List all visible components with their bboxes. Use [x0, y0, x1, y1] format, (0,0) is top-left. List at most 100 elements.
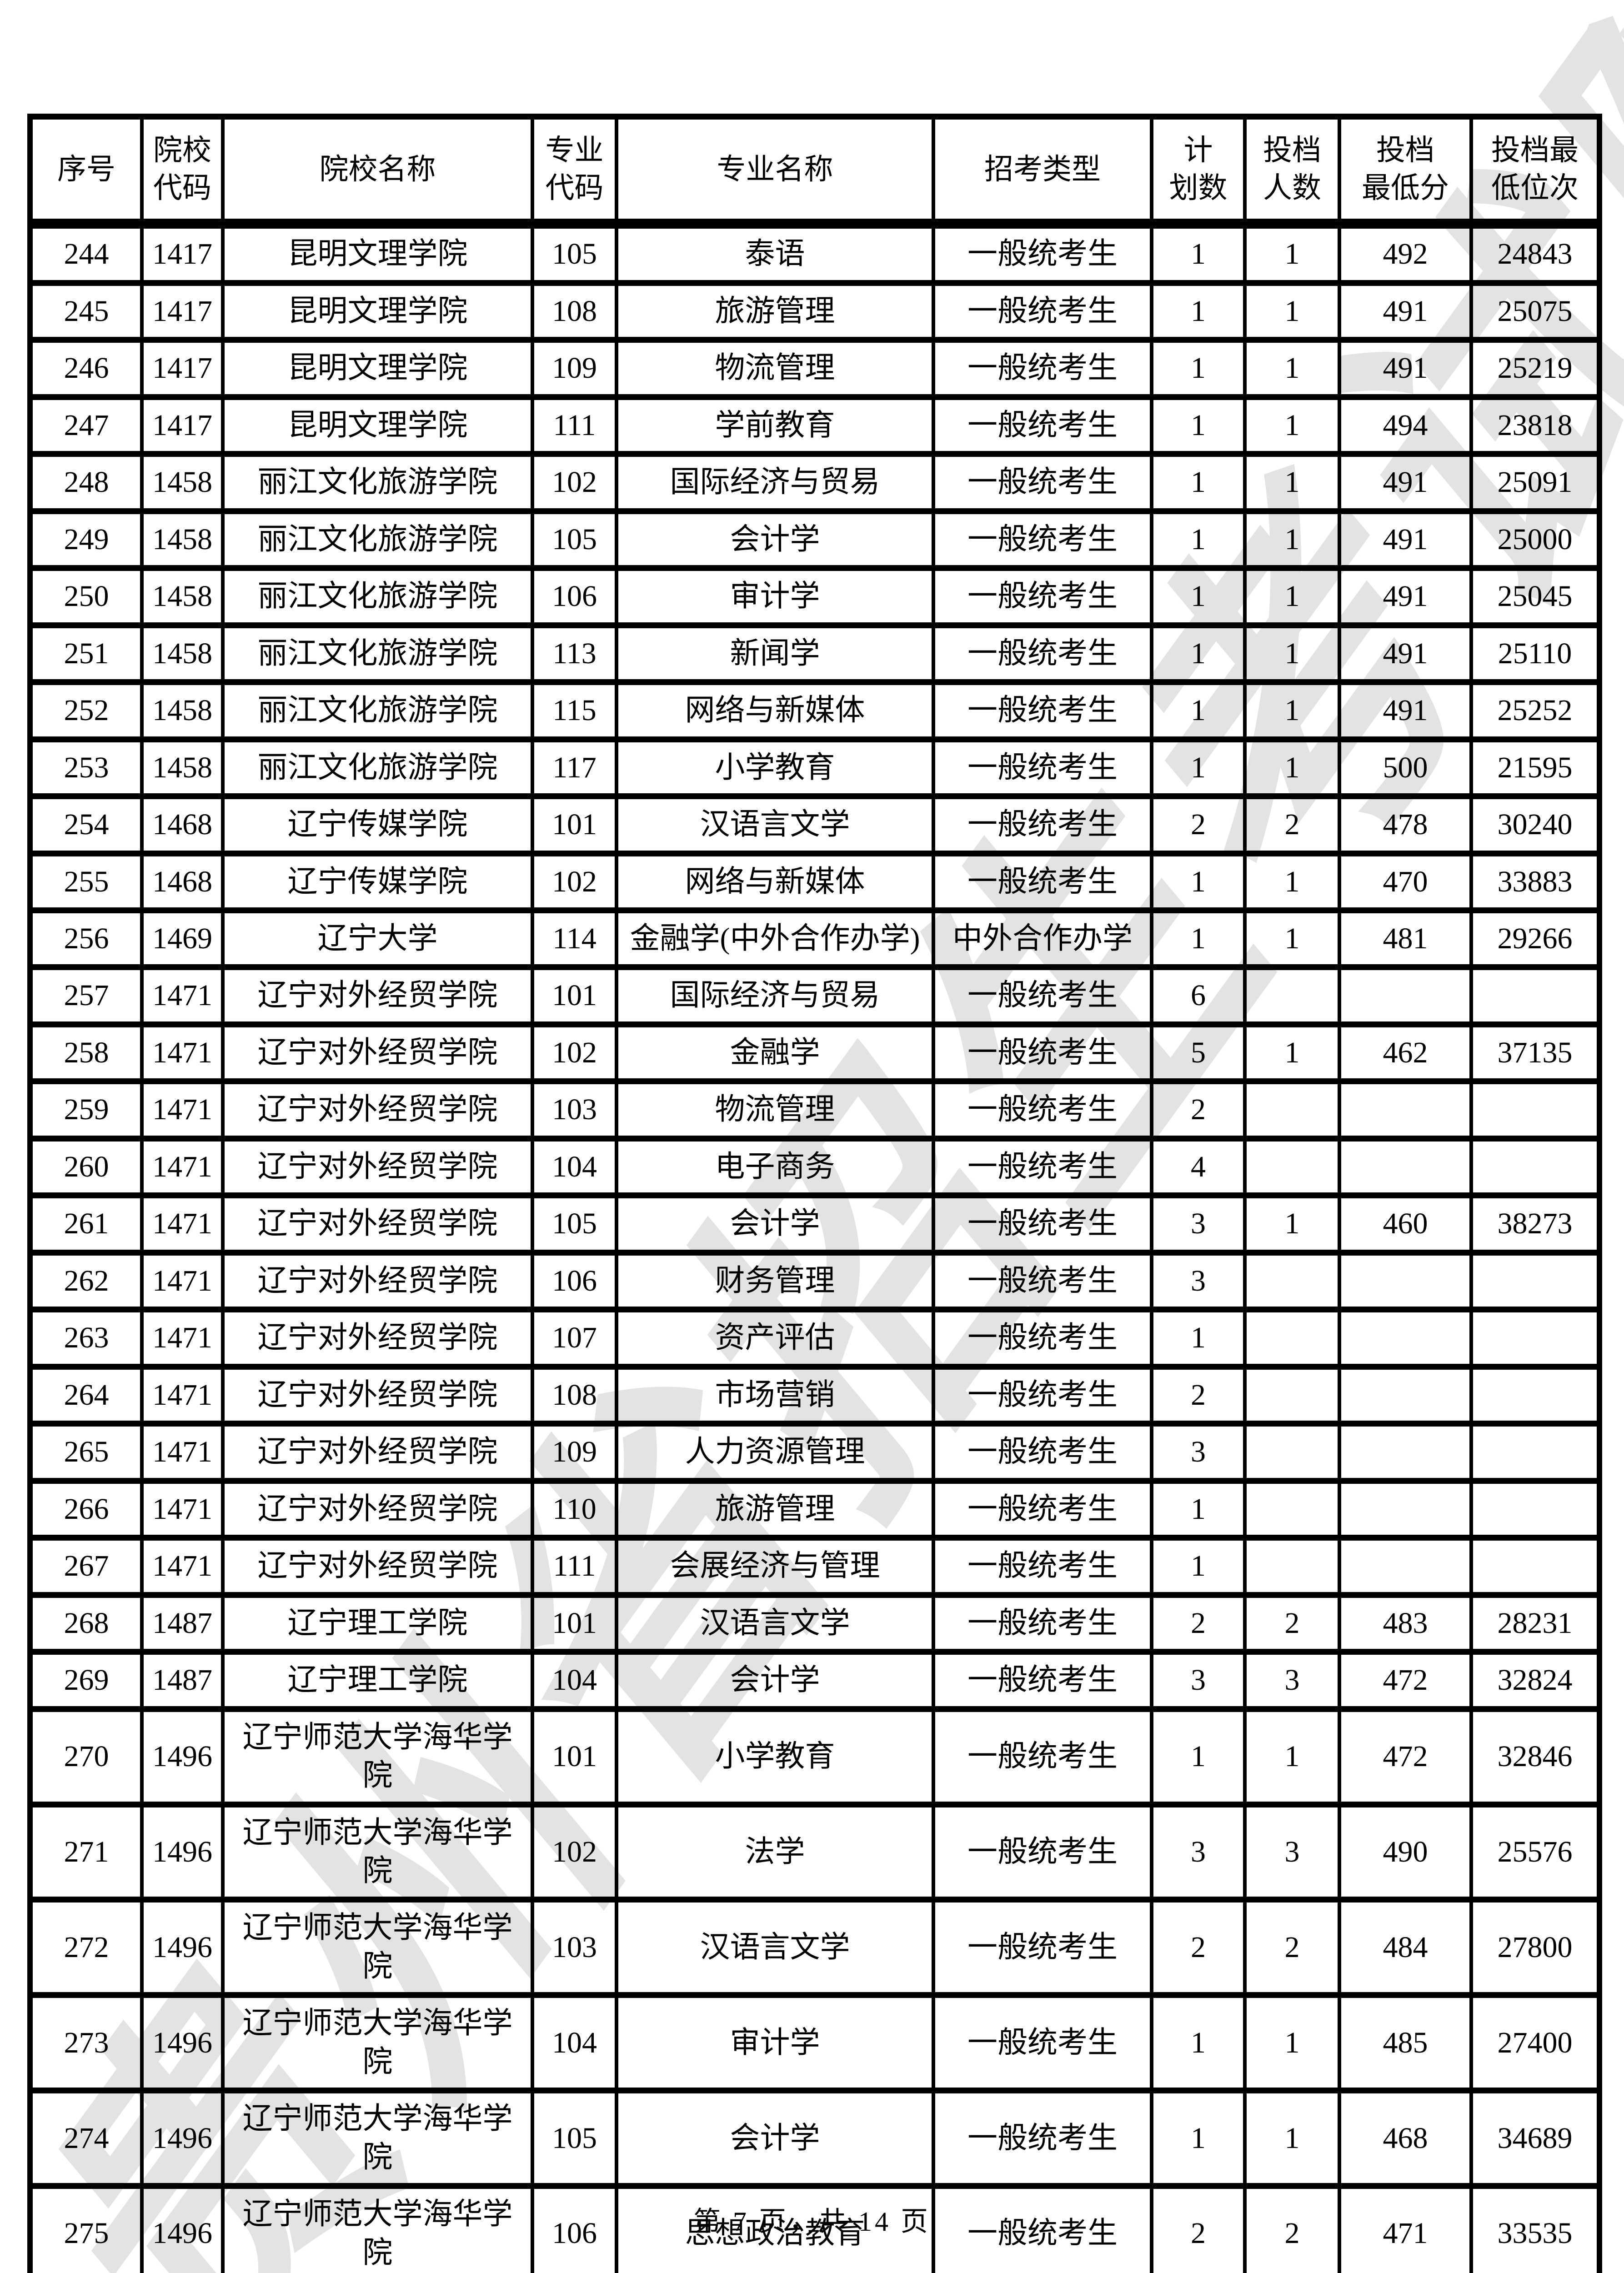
table-row: 274 1496 辽宁师范大学海华学院 105 会计学 一般统考生 1 1 468 34689	[28, 2088, 1601, 2189]
cell-exam-type: 一般统考生	[932, 280, 1153, 343]
cell-min-rank: 28231	[1469, 1592, 1601, 1655]
cell-major-code: 108	[531, 280, 618, 343]
cell-exam-type: 一般统考生	[932, 679, 1153, 742]
cell-school-code: 1469	[140, 907, 225, 971]
cell-major-code: 117	[531, 736, 618, 800]
cell-min-rank: 25000	[1469, 508, 1601, 571]
table-row: 247 1417 昆明文理学院 111 学前教育 一般统考生 1 1 494 23818	[28, 394, 1601, 457]
cell-major-name: 金融学(中外合作办学)	[615, 907, 935, 971]
cell-major-code: 114	[531, 907, 618, 971]
cell-plan-count: 1	[1150, 1992, 1247, 2094]
cell-filed-count	[1243, 1078, 1341, 1142]
cell-plan-count: 1	[1150, 220, 1247, 286]
cell-exam-type: 一般统考生	[932, 850, 1153, 914]
cell-major-name: 泰语	[615, 220, 935, 286]
cell-exam-type: 一般统考生	[932, 1249, 1153, 1313]
cell-school-code: 1417	[140, 394, 225, 457]
table-row: 248 1458 丽江文化旅游学院 102 国际经济与贸易 一般统考生 1 1 491 25091	[28, 451, 1601, 514]
cell-min-score: 491	[1338, 679, 1473, 742]
cell-school-name: 丽江文化旅游学院	[221, 679, 534, 742]
cell-school-name: 昆明文理学院	[221, 280, 534, 343]
cell-min-rank: 24843	[1469, 220, 1601, 286]
table-row: 263 1471 辽宁对外经贸学院 107 资产评估 一般统考生 1	[28, 1307, 1601, 1370]
cell-filed-count	[1243, 1307, 1341, 1370]
cell-school-name: 辽宁对外经贸学院	[221, 1078, 534, 1142]
cell-min-score: 491	[1338, 280, 1473, 343]
cell-min-score	[1338, 1363, 1473, 1427]
cell-major-name: 会计学	[615, 2088, 935, 2189]
table-row: 250 1458 丽江文化旅游学院 106 审计学 一般统考生 1 1 491 25045	[28, 565, 1601, 628]
cell-school-code: 1496	[140, 1801, 225, 1903]
cell-min-score: 470	[1338, 850, 1473, 914]
cell-school-code: 1496	[140, 1706, 225, 1807]
cell-major-code: 105	[531, 220, 618, 286]
table-row: 273 1496 辽宁师范大学海华学院 104 审计学 一般统考生 1 1 485 27400	[28, 1992, 1601, 2094]
table-row: 253 1458 丽江文化旅游学院 117 小学教育 一般统考生 1 1 500 21595	[28, 736, 1601, 800]
cell-exam-type: 一般统考生	[932, 1592, 1153, 1655]
cell-plan-count: 1	[1150, 1535, 1247, 1598]
cell-min-score: 481	[1338, 907, 1473, 971]
table-row: 270 1496 辽宁师范大学海华学院 101 小学教育 一般统考生 1 1 472 32846	[28, 1706, 1601, 1807]
cell-plan-count: 3	[1150, 1649, 1247, 1712]
cell-exam-type: 一般统考生	[932, 220, 1153, 286]
table-row: 264 1471 辽宁对外经贸学院 108 市场营销 一般统考生 2	[28, 1363, 1601, 1427]
cell-index: 262	[28, 1249, 144, 1313]
col-header-min-score: 投档 最低分	[1338, 114, 1473, 229]
cell-min-score: 478	[1338, 793, 1473, 856]
admission-score-table: 序号 院校 代码 院校名称 专业 代码 专业名称 招考类型 计 划数 投档 人数…	[27, 114, 1602, 2273]
cell-min-score: 462	[1338, 1021, 1473, 1085]
col-header-school-code: 院校 代码	[140, 114, 225, 229]
cell-exam-type: 一般统考生	[932, 1307, 1153, 1370]
cell-major-name: 汉语言文学	[615, 1897, 935, 1998]
cell-plan-count: 1	[1150, 394, 1247, 457]
cell-school-code: 1468	[140, 850, 225, 914]
cell-index: 261	[28, 1192, 144, 1256]
cell-min-score: 494	[1338, 394, 1473, 457]
cell-min-rank: 25219	[1469, 337, 1601, 400]
cell-major-name: 网络与新媒体	[615, 850, 935, 914]
cell-min-score: 500	[1338, 736, 1473, 800]
table-row: 249 1458 丽江文化旅游学院 105 会计学 一般统考生 1 1 491 25000	[28, 508, 1601, 571]
table-row: 272 1496 辽宁师范大学海华学院 103 汉语言文学 一般统考生 2 2 484 27800	[28, 1897, 1601, 1998]
cell-school-code: 1471	[140, 1249, 225, 1313]
cell-school-name: 辽宁师范大学海华学院	[221, 2088, 534, 2189]
cell-index: 274	[28, 2088, 144, 2189]
cell-school-name: 辽宁对外经贸学院	[221, 1477, 534, 1541]
cell-major-name: 新闻学	[615, 622, 935, 686]
cell-major-name: 汉语言文学	[615, 1592, 935, 1655]
cell-major-name: 资产评估	[615, 1307, 935, 1370]
cell-min-rank: 27400	[1469, 1992, 1601, 2094]
table-row: 271 1496 辽宁师范大学海华学院 102 法学 一般统考生 3 3 490 25576	[28, 1801, 1601, 1903]
cell-major-name: 小学教育	[615, 1706, 935, 1807]
cell-min-score: 491	[1338, 337, 1473, 400]
cell-min-score: 490	[1338, 1801, 1473, 1903]
cell-school-name: 丽江文化旅游学院	[221, 565, 534, 628]
cell-exam-type: 一般统考生	[932, 508, 1153, 571]
cell-index: 254	[28, 793, 144, 856]
cell-major-name: 审计学	[615, 1992, 935, 2094]
table-row: 254 1468 辽宁传媒学院 101 汉语言文学 一般统考生 2 2 478 30240	[28, 793, 1601, 856]
cell-school-code: 1471	[140, 1021, 225, 1085]
cell-filed-count: 1	[1243, 1992, 1341, 2094]
col-header-plan-count: 计 划数	[1150, 114, 1247, 229]
cell-filed-count: 2	[1243, 2183, 1341, 2273]
cell-filed-count: 3	[1243, 1649, 1341, 1712]
cell-major-code: 105	[531, 2088, 618, 2189]
cell-exam-type: 一般统考生	[932, 2088, 1153, 2189]
cell-index: 260	[28, 1135, 144, 1199]
cell-major-name: 旅游管理	[615, 1477, 935, 1541]
cell-major-name: 国际经济与贸易	[615, 451, 935, 514]
cell-min-rank: 29266	[1469, 907, 1601, 971]
cell-major-code: 113	[531, 622, 618, 686]
cell-school-code: 1458	[140, 508, 225, 571]
cell-min-score: 492	[1338, 220, 1473, 286]
cell-filed-count: 1	[1243, 1706, 1341, 1807]
cell-index: 263	[28, 1307, 144, 1370]
cell-filed-count: 1	[1243, 907, 1341, 971]
cell-exam-type: 一般统考生	[932, 1363, 1153, 1427]
cell-min-rank	[1469, 1307, 1601, 1370]
cell-filed-count	[1243, 1421, 1341, 1484]
cell-major-code: 105	[531, 1192, 618, 1256]
cell-school-code: 1471	[140, 964, 225, 1027]
cell-school-name: 丽江文化旅游学院	[221, 736, 534, 800]
